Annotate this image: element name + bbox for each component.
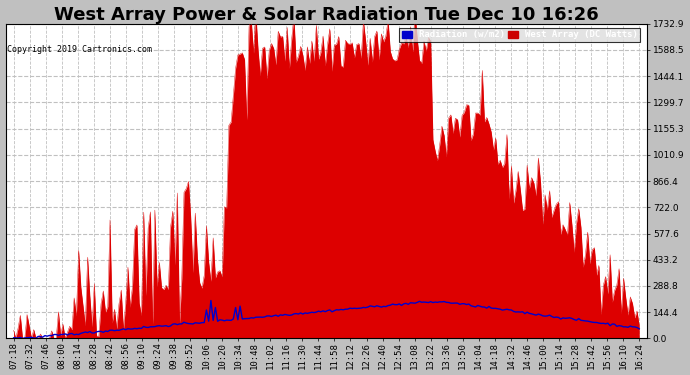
Text: Copyright 2019 Cartronics.com: Copyright 2019 Cartronics.com: [7, 45, 152, 54]
Title: West Array Power & Solar Radiation Tue Dec 10 16:26: West Array Power & Solar Radiation Tue D…: [54, 6, 599, 24]
Legend: Radiation (w/m2), West Array (DC Watts): Radiation (w/m2), West Array (DC Watts): [400, 28, 640, 42]
